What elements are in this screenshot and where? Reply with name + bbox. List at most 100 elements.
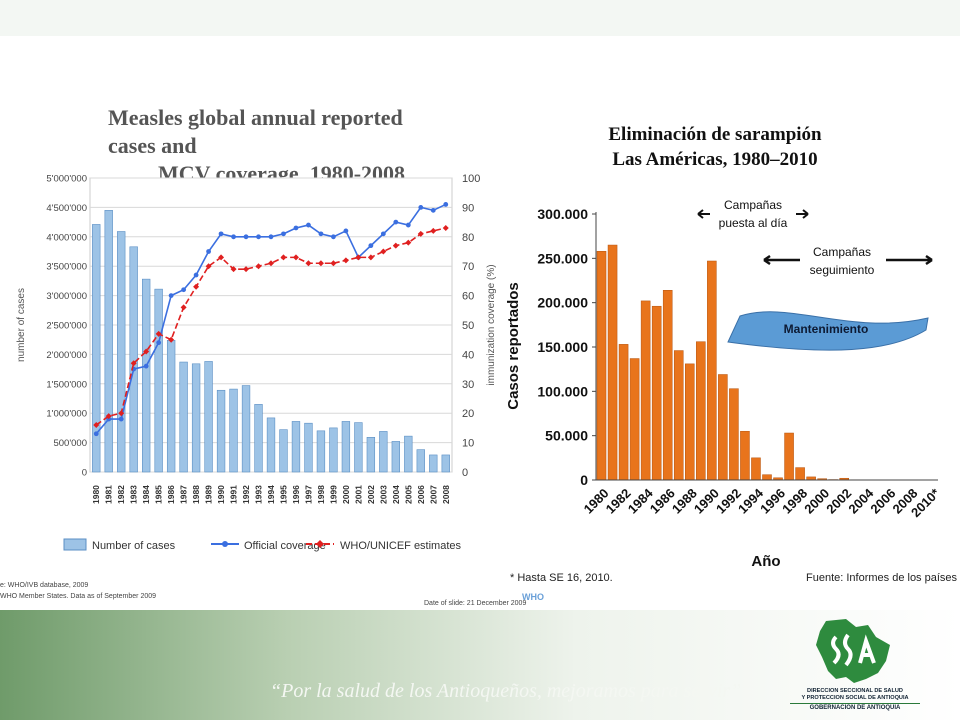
left-bar-1986 [166,339,176,473]
left-date: Date of slide: 21 December 2009 [424,600,527,607]
left-point-whounicef-1995 [280,254,287,261]
left-x-tick-label: 1986 [166,485,176,504]
right-title-line1: Eliminación de sarampión [608,124,822,145]
logo-line2: Y PROTECCION SOCIAL DE ANTIOQUIA [801,695,909,701]
left-bar-1999 [329,427,338,473]
logo-ssa-shape [831,633,876,667]
right-y-tick-label: 250.000 [537,250,588,266]
left-y2-tick-label: 100 [462,173,480,185]
left-bar-2004 [391,441,400,473]
left-source: e: WHO/IVB database, 2009 WHO Member Sta… [0,580,156,602]
left-point-whounicef-1986 [168,336,175,343]
left-point-whounicef-1981 [105,413,112,420]
right-chart-title: Eliminación de sarampión Las Américas, 1… [600,122,830,172]
right-chart: 0 50.000 100.000 150.000 200.000 250.000 300.0… [505,198,943,570]
left-point-official-1986 [168,293,174,298]
left-x-tick-label: 1983 [129,485,139,504]
left-bar-2007 [429,454,438,473]
left-point-whounicef-1990 [218,254,225,261]
left-x-tick-label: 2000 [341,485,351,504]
left-bar-2008 [441,454,450,473]
left-y2-tick-label: 20 [462,408,474,420]
left-x-tick-label: 1993 [254,485,264,504]
left-bar-2002 [366,437,376,473]
left-point-official-1987 [181,287,187,293]
left-bar-1983 [129,246,138,473]
right-bar-1993 [740,430,750,481]
maintenance-banner [727,311,929,351]
left-ylabel: number of cases [16,288,27,362]
left-point-official-2006 [418,205,424,210]
legend-swatch-cases [63,538,87,551]
left-bar-1985 [154,288,163,473]
left-y2-tick-label: 30 [462,379,474,391]
left-x-tick-label: 1987 [179,485,189,504]
left-point-whounicef-2001 [355,254,362,261]
right-bar-1987 [673,350,684,481]
logo-line3: GOBERNACION DE ANTIOQUIA [790,703,920,712]
right-bar-1985 [651,305,662,481]
left-y2-tick-label: 90 [462,202,474,214]
left-x-tick-label: 2002 [366,485,376,504]
left-x-tick-label: 1990 [216,485,226,504]
logo-map-shape [816,619,890,683]
left-point-official-2002 [368,243,374,249]
left-point-whounicef-1982 [118,410,125,417]
left-bar-1995 [279,429,288,473]
left-y-tick-label: 4'500'000 [46,203,87,214]
left-x-tick-label: 1991 [229,485,239,504]
left-y2-tick-label: 80 [462,232,474,244]
left-bar-1996 [291,421,301,473]
left-y-tick-label: 1'000'000 [46,409,87,420]
left-point-whounicef-2003 [380,248,387,255]
left-y2-tick-label: 60 [462,291,474,303]
left-point-official-1991 [231,234,236,240]
left-bar-1989 [204,361,213,473]
legend-label-official: Official coverage [244,540,326,552]
right-bar-1981 [607,244,618,481]
right-y-tick-label: 300.000 [537,206,588,222]
annotation-update-line1: Campañas [724,198,782,212]
left-bar-2000 [341,421,351,473]
left-point-official-1989 [206,249,211,254]
left-point-whounicef-1999 [330,260,337,267]
who-logo: WHO [522,592,544,602]
left-point-official-1997 [306,222,311,228]
update-right-arrow [796,209,809,219]
left-point-whounicef-1993 [255,263,262,270]
left-point-official-1999 [331,234,336,240]
left-point-whounicef-1996 [292,254,299,261]
left-point-whounicef-1985 [155,330,162,337]
left-point-official-2005 [405,222,411,228]
left-point-official-1998 [318,231,324,237]
left-x-tick-label: 1984 [141,485,151,504]
left-point-official-1994 [268,234,274,240]
annotation-follow-line2: seguimiento [810,263,875,277]
left-x-tick-label: 1985 [154,485,164,504]
left-point-official-1992 [243,234,249,240]
left-x-tick-label: 1999 [328,485,338,504]
left-x-tick-label: 2006 [416,485,426,504]
right-bar-1995 [762,474,772,481]
left-point-official-2004 [393,219,399,225]
left-point-official-1993 [256,234,261,240]
right-bar-1998 [795,467,805,481]
right-bar-1983 [629,358,640,481]
left-point-official-1980 [93,431,99,437]
left-x-tick-label: 2007 [428,485,438,504]
left-source-line2: WHO Member States. Data as of September … [0,593,157,600]
right-bar-1989 [696,341,706,481]
right-y-tick-label: 100.000 [537,383,588,399]
left-point-whounicef-2004 [392,242,399,249]
left-point-official-1988 [193,272,199,278]
left-bar-1987 [179,361,188,473]
right-xlabel: Año [751,553,780,570]
left-point-whounicef-2006 [417,230,424,237]
left-bar-1982 [117,231,126,473]
left-point-whounicef-1991 [230,266,237,273]
right-y-tick-label: 150.000 [537,339,588,355]
left-point-official-1996 [293,225,299,231]
left-x-tick-label: 1996 [291,485,301,504]
right-bar-1990 [707,260,717,481]
left-point-whounicef-1983 [130,360,137,367]
